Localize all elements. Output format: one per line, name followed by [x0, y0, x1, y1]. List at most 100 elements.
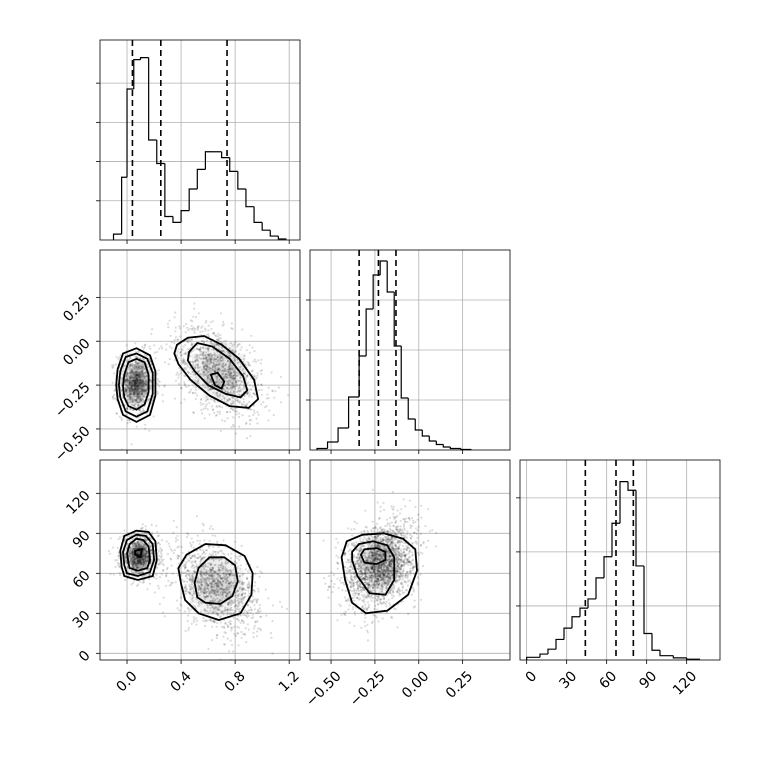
scatter-point: [140, 562, 143, 565]
scatter-point: [185, 362, 188, 365]
scatter-point: [260, 615, 263, 618]
scatter-point: [144, 395, 147, 399]
scatter-point: [206, 356, 209, 359]
scatter-point: [204, 351, 208, 354]
scatter-point: [232, 381, 235, 384]
scatter-point: [239, 621, 242, 624]
scatter-point: [128, 395, 132, 399]
scatter-point: [178, 366, 181, 370]
scatter-point: [223, 397, 226, 400]
scatter-point: [189, 557, 192, 560]
scatter-point: [178, 609, 181, 612]
scatter-point: [144, 552, 147, 556]
scatter-point: [127, 391, 131, 394]
density-cell: [224, 365, 236, 377]
scatter-point: [139, 545, 142, 548]
scatter-point: [130, 376, 133, 379]
scatter-point: [132, 559, 135, 562]
scatter-point: [206, 360, 209, 363]
scatter-point: [192, 391, 195, 394]
scatter-point: [146, 554, 150, 558]
scatter-point: [153, 344, 156, 347]
scatter-point: [176, 371, 179, 374]
scatter-point: [150, 381, 153, 384]
scatter-point: [172, 519, 175, 522]
scatter-point: [206, 364, 209, 367]
scatter-point: [161, 347, 164, 350]
scatter-point: [220, 355, 224, 358]
scatter-point: [142, 560, 145, 564]
scatter-point: [138, 362, 141, 365]
scatter-point: [213, 344, 216, 347]
scatter-point: [131, 397, 134, 400]
scatter-point: [272, 413, 275, 417]
scatter-point: [211, 356, 214, 359]
scatter-point: [237, 352, 240, 355]
scatter-point: [134, 561, 137, 564]
scatter-point: [120, 389, 123, 392]
hist-bin: [526, 656, 540, 660]
scatter-point: [236, 374, 239, 377]
scatter-point: [203, 340, 206, 343]
scatter-point: [271, 604, 274, 607]
scatter-point: [249, 377, 252, 380]
scatter-point: [126, 394, 129, 397]
scatter-point: [146, 399, 149, 402]
scatter-point: [228, 355, 231, 358]
scatter-point: [212, 408, 215, 411]
scatter-point: [208, 380, 211, 384]
scatter-point: [145, 374, 148, 377]
scatter-point: [185, 573, 188, 576]
scatter-point: [131, 384, 134, 387]
scatter-point: [230, 367, 233, 370]
scatter-point: [132, 561, 136, 564]
scatter-point: [128, 382, 131, 385]
scatter-point: [207, 398, 210, 401]
scatter-point: [216, 380, 219, 383]
scatter-point: [186, 580, 189, 584]
scatter-point: [208, 618, 211, 621]
scatter-point: [200, 368, 204, 371]
scatter-point: [139, 562, 142, 566]
scatter-point: [240, 380, 243, 383]
scatter-point: [234, 350, 237, 353]
scatter-point: [186, 340, 189, 344]
scatter-point: [209, 387, 212, 390]
scatter-point: [140, 380, 143, 383]
scatter-point: [131, 399, 134, 402]
scatter-point: [150, 523, 153, 527]
density-cell: [136, 564, 142, 570]
scatter-point: [111, 395, 115, 398]
scatter-point: [131, 369, 134, 372]
density-cell: [132, 542, 137, 548]
scatter-point: [364, 616, 367, 619]
scatter-point: [211, 368, 214, 371]
scatter-point: [184, 583, 187, 587]
scatter-point: [243, 371, 246, 374]
scatter-point: [239, 348, 242, 351]
scatter-point: [267, 419, 270, 422]
scatter-point: [202, 402, 205, 405]
scatter-point: [252, 360, 255, 363]
hist-bin: [563, 627, 572, 640]
scatter-point: [156, 535, 159, 538]
scatter-point: [416, 518, 419, 521]
scatter-point: [381, 617, 384, 620]
scatter-point: [139, 373, 142, 376]
scatter-point: [144, 537, 147, 540]
density-cell: [210, 581, 222, 593]
scatter-point: [146, 559, 149, 562]
hist-bin: [686, 657, 700, 660]
hist-bin: [595, 577, 604, 599]
scatter-point: [129, 376, 132, 379]
scatter-point: [143, 557, 146, 560]
scatter-point: [199, 330, 202, 333]
scatter-point: [144, 549, 147, 552]
scatter-point: [144, 554, 147, 557]
scatter-point: [220, 346, 223, 349]
scatter-point: [202, 356, 206, 360]
hist-bin: [611, 522, 620, 557]
scatter-point: [145, 546, 148, 549]
scatter-point: [139, 558, 142, 561]
scatter-point: [145, 355, 148, 358]
